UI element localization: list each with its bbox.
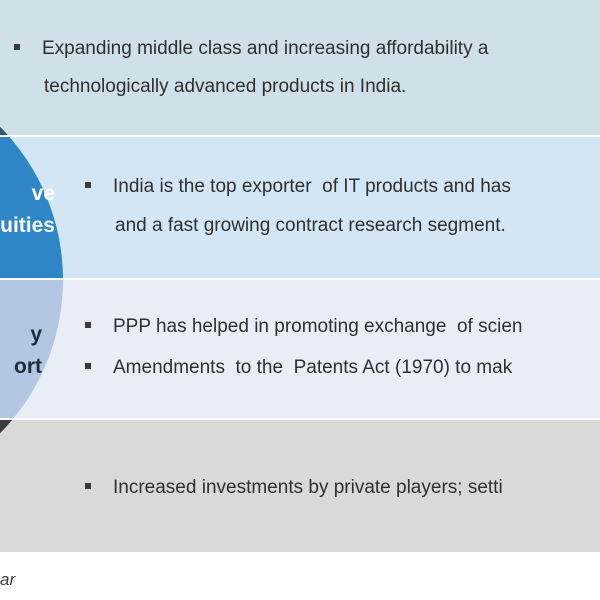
bullet-text: PPP has helped in promoting exchange of … (113, 316, 523, 337)
bullet-text: Expanding middle class and increasing af… (42, 38, 489, 59)
bullet-square-icon (85, 483, 91, 489)
bullet-item: Amendments to the Patents Act (1970) to … (85, 349, 512, 387)
bullet-continuation: technologically advanced products in Ind… (44, 68, 406, 106)
row-policy-support (0, 280, 600, 418)
bullet-square-icon (14, 44, 20, 50)
row-market-demand (0, 0, 600, 135)
row-investments (0, 420, 600, 552)
circle-label-line: uities (0, 214, 55, 237)
circle-label-line: ort (14, 355, 42, 378)
bullet-item: PPP has helped in promoting exchange of … (85, 308, 522, 346)
bullet-text: Increased investments by private players… (113, 477, 503, 498)
row-competitive-opportunities (0, 137, 600, 278)
bullet-text: and a fast growing contract research seg… (115, 215, 506, 236)
bullet-square-icon (85, 322, 91, 328)
bullet-text: India is the top exporter of IT products… (113, 176, 511, 197)
bullet-text: technologically advanced products in Ind… (44, 76, 407, 97)
bullet-item: Expanding middle class and increasing af… (14, 30, 488, 68)
circle-label-line: ve (31, 182, 55, 205)
circle-label-line: y (30, 323, 42, 346)
bullet-square-icon (85, 363, 91, 369)
bullet-square-icon (85, 182, 91, 188)
bullet-item: India is the top exporter of IT products… (85, 168, 511, 206)
bullet-item: Increased investments by private players… (85, 469, 503, 507)
bullet-continuation: and a fast growing contract research seg… (115, 207, 506, 245)
bullet-text: Amendments to the Patents Act (1970) to … (113, 357, 513, 378)
source-note: ar (0, 570, 16, 589)
